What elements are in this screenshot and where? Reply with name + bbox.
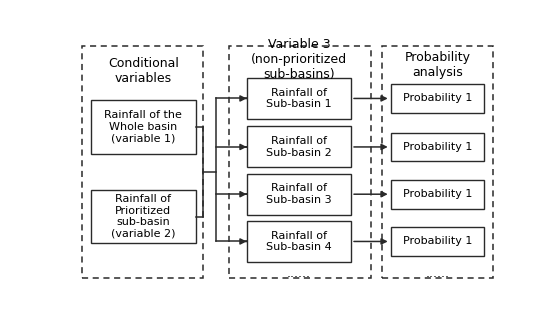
Text: Probability 1: Probability 1 xyxy=(403,236,472,246)
FancyBboxPatch shape xyxy=(247,126,351,167)
Text: Conditional
variables: Conditional variables xyxy=(108,57,179,85)
Text: ......: ...... xyxy=(426,267,449,280)
Text: Rainfall of
Prioritized
sub-basin
(variable 2): Rainfall of Prioritized sub-basin (varia… xyxy=(111,194,175,239)
FancyBboxPatch shape xyxy=(390,84,485,113)
Text: Probability
analysis: Probability analysis xyxy=(404,51,470,79)
FancyBboxPatch shape xyxy=(91,190,196,243)
FancyBboxPatch shape xyxy=(390,133,485,161)
Text: Probability 1: Probability 1 xyxy=(403,142,472,152)
FancyBboxPatch shape xyxy=(247,174,351,215)
FancyBboxPatch shape xyxy=(247,78,351,119)
Text: Rainfall of the
Whole basin
(variable 1): Rainfall of the Whole basin (variable 1) xyxy=(104,110,182,144)
FancyBboxPatch shape xyxy=(390,227,485,256)
FancyBboxPatch shape xyxy=(91,100,196,154)
Text: Probability 1: Probability 1 xyxy=(403,93,472,103)
FancyBboxPatch shape xyxy=(390,180,485,209)
Text: Rainfall of
Sub-basin 2: Rainfall of Sub-basin 2 xyxy=(266,136,332,158)
Text: Rainfall of
Sub-basin 4: Rainfall of Sub-basin 4 xyxy=(266,231,332,252)
Text: Rainfall of
Sub-basin 1: Rainfall of Sub-basin 1 xyxy=(266,88,332,109)
FancyBboxPatch shape xyxy=(247,221,351,262)
Text: Probability 1: Probability 1 xyxy=(403,189,472,199)
Text: ......: ...... xyxy=(287,267,311,280)
Text: Rainfall of
Sub-basin 3: Rainfall of Sub-basin 3 xyxy=(266,183,332,205)
Text: Variable 3
(non-prioritized
sub-basins): Variable 3 (non-prioritized sub-basins) xyxy=(251,38,347,81)
